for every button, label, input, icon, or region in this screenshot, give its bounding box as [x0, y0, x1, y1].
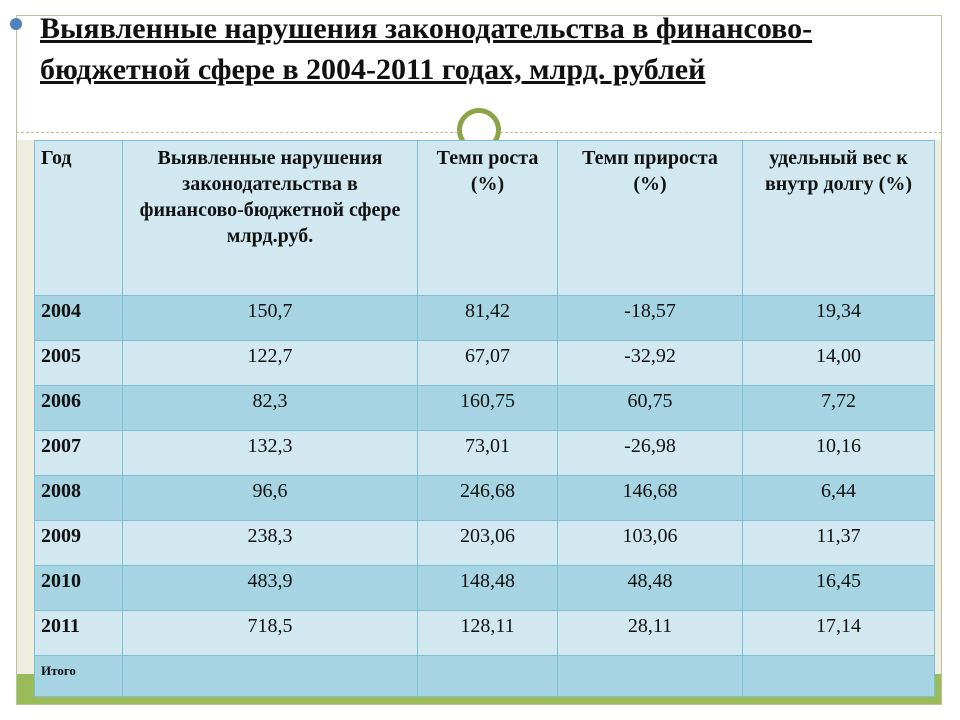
cell-year: 2004	[34, 295, 123, 341]
table-row: 2004 150,7 81,42 -18,57 19,34	[34, 295, 935, 341]
cell-growth-rate: 128,11	[417, 610, 558, 656]
table-row: 2007 132,3 73,01 -26,98 10,16	[34, 430, 935, 476]
cell-year: 2009	[34, 520, 123, 566]
cell-year: 2011	[34, 610, 123, 656]
cell-violations: 238,3	[122, 520, 418, 566]
cell-year: 2005	[34, 340, 123, 386]
cell-growth-rate: 67,07	[417, 340, 558, 386]
cell-increment-rate: 48,48	[557, 565, 743, 611]
data-table: Год Выявленные нарушения законодательств…	[34, 140, 935, 697]
cell-violations: 150,7	[122, 295, 418, 341]
cell-year: 2010	[34, 565, 123, 611]
slide-title: Выявленные нарушения законодательства в …	[40, 12, 813, 86]
table-row: 2008 96,6 246,68 146,68 6,44	[34, 475, 935, 521]
cell-violations: 132,3	[122, 430, 418, 476]
cell-total-share	[742, 655, 935, 697]
table-header-row: Год Выявленные нарушения законодательств…	[34, 140, 935, 296]
cell-increment-rate: -18,57	[557, 295, 743, 341]
cell-increment-rate: -32,92	[557, 340, 743, 386]
header-share: удельный вес к внутр долгу (%)	[742, 140, 935, 296]
cell-total-violations	[122, 655, 418, 697]
table-row: 2009 238,3 203,06 103,06 11,37	[34, 520, 935, 566]
cell-increment-rate: 146,68	[557, 475, 743, 521]
cell-increment-rate: 28,11	[557, 610, 743, 656]
table-row: 2011 718,5 128,11 28,11 17,14	[34, 610, 935, 656]
header-year: Год	[34, 140, 123, 296]
cell-violations: 718,5	[122, 610, 418, 656]
header-violations: Выявленные нарушения законодательства в …	[122, 140, 418, 296]
cell-year: 2006	[34, 385, 123, 431]
cell-growth-rate: 246,68	[417, 475, 558, 521]
cell-total-label: Итого	[34, 655, 123, 697]
cell-increment-rate: 103,06	[557, 520, 743, 566]
cell-growth-rate: 160,75	[417, 385, 558, 431]
cell-growth-rate: 73,01	[417, 430, 558, 476]
cell-total-growth-rate	[417, 655, 558, 697]
cell-growth-rate: 148,48	[417, 565, 558, 611]
cell-increment-rate: 60,75	[557, 385, 743, 431]
cell-share: 14,00	[742, 340, 935, 386]
cell-growth-rate: 203,06	[417, 520, 558, 566]
cell-violations: 483,9	[122, 565, 418, 611]
cell-share: 11,37	[742, 520, 935, 566]
cell-share: 10,16	[742, 430, 935, 476]
cell-growth-rate: 81,42	[417, 295, 558, 341]
cell-share: 6,44	[742, 475, 935, 521]
cell-share: 19,34	[742, 295, 935, 341]
table-total-row: Итого	[34, 655, 935, 697]
cell-violations: 122,7	[122, 340, 418, 386]
table-row: 2005 122,7 67,07 -32,92 14,00	[34, 340, 935, 386]
table-row: 2006 82,3 160,75 60,75 7,72	[34, 385, 935, 431]
cell-total-increment-rate	[557, 655, 743, 697]
cell-share: 17,14	[742, 610, 935, 656]
cell-increment-rate: -26,98	[557, 430, 743, 476]
header-increment-rate: Темп прироста (%)	[557, 140, 743, 296]
header-growth-rate: Темп роста (%)	[417, 140, 558, 296]
cell-violations: 96,6	[122, 475, 418, 521]
cell-violations: 82,3	[122, 385, 418, 431]
cell-share: 7,72	[742, 385, 935, 431]
bullet-icon	[10, 18, 22, 30]
cell-year: 2007	[34, 430, 123, 476]
cell-share: 16,45	[742, 565, 935, 611]
cell-year: 2008	[34, 475, 123, 521]
table-row: 2010 483,9 148,48 48,48 16,45	[34, 565, 935, 611]
